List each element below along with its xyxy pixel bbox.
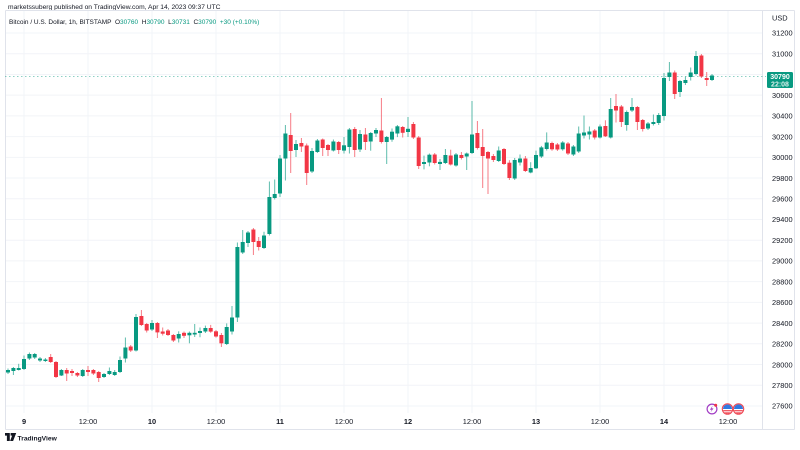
svg-text:31200: 31200 <box>772 29 793 38</box>
svg-text:12:00: 12:00 <box>463 417 482 426</box>
svg-text:28000: 28000 <box>772 360 793 369</box>
svg-text:TradingView: TradingView <box>18 436 58 443</box>
svg-text:28600: 28600 <box>772 298 793 307</box>
svg-text:10: 10 <box>148 417 156 426</box>
svg-text:29200: 29200 <box>772 236 793 245</box>
svg-text:28800: 28800 <box>772 277 793 286</box>
svg-text:30400: 30400 <box>772 112 793 121</box>
svg-text:12:00: 12:00 <box>79 417 98 426</box>
svg-text:13: 13 <box>532 417 540 426</box>
svg-text:30600: 30600 <box>772 91 793 100</box>
svg-text:29000: 29000 <box>772 257 793 266</box>
svg-text:12:00: 12:00 <box>207 417 226 426</box>
svg-text:14: 14 <box>660 417 669 426</box>
svg-text:Bitcoin / U.S. Dollar, 1h, BIT: Bitcoin / U.S. Dollar, 1h, BITSTAMP O307… <box>9 19 259 26</box>
svg-text:28200: 28200 <box>772 340 793 349</box>
svg-text:9: 9 <box>22 417 26 426</box>
svg-text:29600: 29600 <box>772 195 793 204</box>
svg-text:12:00: 12:00 <box>591 417 610 426</box>
svg-text:29800: 29800 <box>772 174 793 183</box>
svg-text:27800: 27800 <box>772 381 793 390</box>
svg-text:31000: 31000 <box>772 49 793 58</box>
svg-text:11: 11 <box>276 417 284 426</box>
svg-text:28400: 28400 <box>772 319 793 328</box>
svg-text:USD: USD <box>772 14 788 23</box>
svg-text:30790: 30790 <box>770 74 790 81</box>
svg-text:30200: 30200 <box>772 132 793 141</box>
svg-text:22:08: 22:08 <box>771 82 789 89</box>
svg-text:27600: 27600 <box>772 402 793 411</box>
svg-text:30000: 30000 <box>772 153 793 162</box>
svg-text:marketssuberg published on Tra: marketssuberg published on TradingView.c… <box>8 4 221 11</box>
svg-text:29400: 29400 <box>772 215 793 224</box>
svg-text:12:00: 12:00 <box>335 417 354 426</box>
svg-text:12:00: 12:00 <box>719 417 738 426</box>
svg-text:12: 12 <box>404 417 412 426</box>
